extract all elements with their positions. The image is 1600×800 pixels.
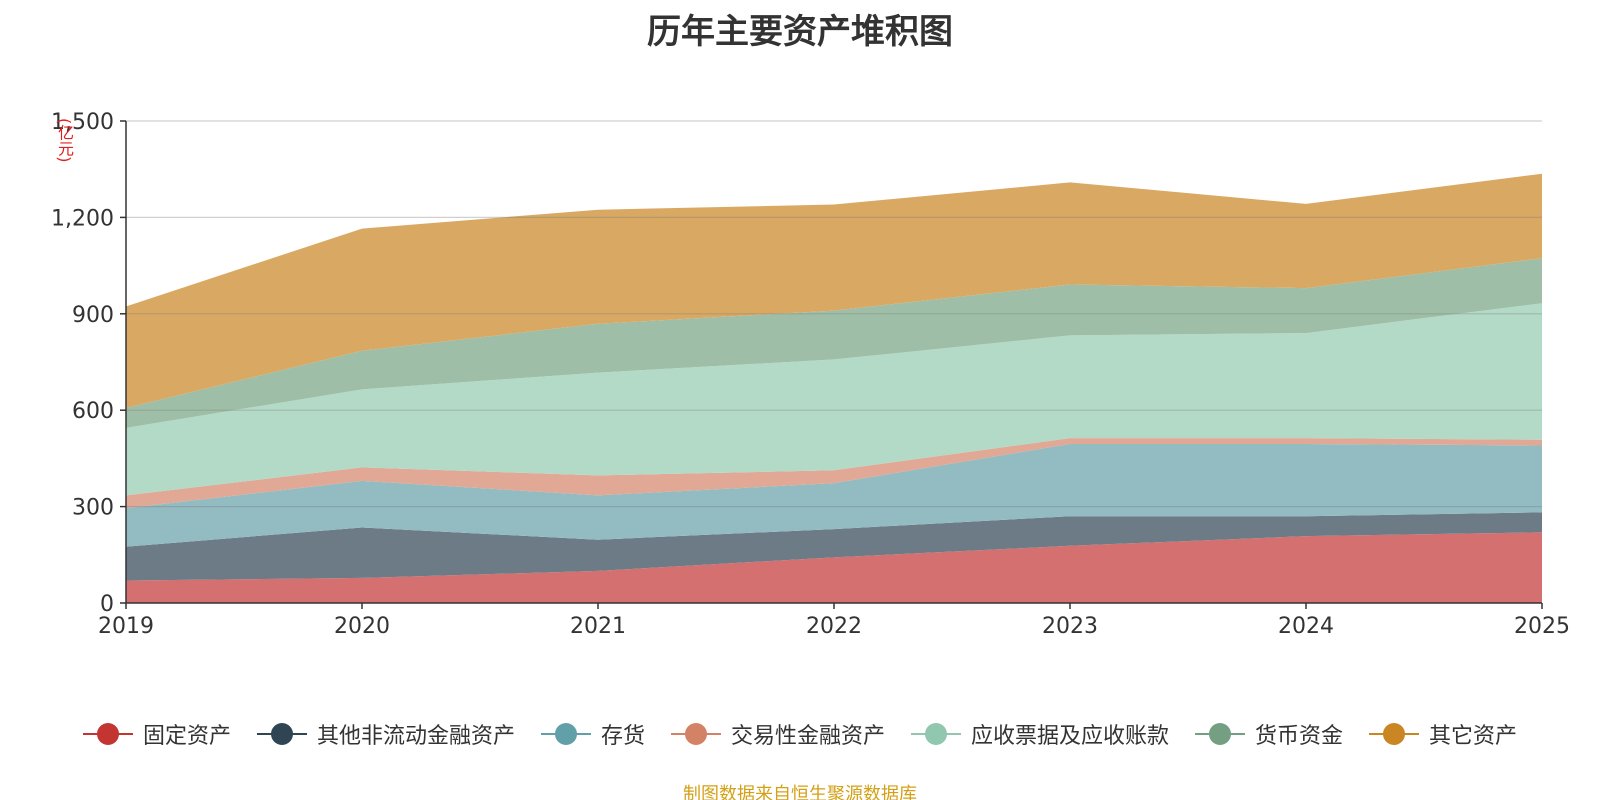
y-tick-label-5: 1,500 [51, 110, 114, 135]
source-note: 制图数据来自恒生聚源数据库 [683, 784, 917, 800]
legend-item-0[interactable]: 固定资产 [82, 718, 231, 750]
legend-marker-icon [540, 722, 591, 746]
legend-label: 应收票据及应收账款 [971, 724, 1170, 749]
y-axis-unit-label: (亿元) [55, 118, 74, 163]
legend-label: 存货 [600, 724, 645, 749]
chart-svg: 0 300 600 900 1,200 1,500 2019 2020 2021 2022 2023… [51, 110, 1570, 639]
x-tick-label-1: 2020 [334, 614, 390, 639]
legend-item-6[interactable]: 其它资产 [1369, 718, 1517, 750]
x-tick-label-2: 2021 [570, 614, 626, 639]
chart-title: 历年主要资产堆积图 [647, 12, 953, 52]
legend-item-1[interactable]: 其他非流动金融资产 [256, 718, 515, 750]
area-series-3 [126, 438, 1542, 509]
legend-marker-icon [256, 722, 307, 746]
x-tick-label-5: 2024 [1278, 614, 1334, 639]
legend-marker-icon [1195, 722, 1246, 746]
legend-label: 固定资产 [142, 724, 231, 749]
legend-marker-icon [911, 722, 961, 746]
legend-item-2[interactable]: 存货 [540, 718, 645, 750]
x-tick-label-4: 2023 [1042, 614, 1098, 639]
x-tick-label-0: 2019 [98, 614, 154, 639]
y-tick-label-4: 1,200 [51, 206, 114, 231]
area-series-1 [126, 512, 1542, 581]
area-series-2 [126, 443, 1542, 547]
legend-label: 交易性金融资产 [730, 724, 885, 749]
legend-marker-icon [670, 722, 721, 746]
legend-marker-icon [82, 722, 133, 746]
x-tick-label-3: 2022 [806, 614, 862, 639]
legend-label: 货币资金 [1255, 724, 1344, 749]
area-series-4 [126, 303, 1542, 496]
legend: 固定资产 其他非流动金融资产 存货 交易性金融资产 应收票据及应收账款 货币资金 其它资产 [0, 718, 1600, 750]
legend-marker-icon [1369, 722, 1420, 746]
y-tick-label-2: 600 [72, 399, 114, 424]
y-tick-label-0: 0 [100, 592, 114, 617]
legend-label: 其它资产 [1429, 724, 1518, 749]
x-tick-label-6: 2025 [1514, 614, 1570, 639]
legend-item-5[interactable]: 货币资金 [1195, 718, 1343, 750]
area-series-5 [126, 258, 1542, 428]
y-tick-label-1: 300 [72, 496, 114, 521]
area-series-6 [126, 173, 1542, 408]
legend-item-4[interactable]: 应收票据及应收账款 [911, 718, 1169, 750]
legend-item-3[interactable]: 交易性金融资产 [670, 718, 885, 750]
legend-label: 其他非流动金融资产 [316, 724, 515, 749]
y-tick-label-3: 900 [72, 303, 114, 328]
area-series-0 [126, 532, 1542, 603]
